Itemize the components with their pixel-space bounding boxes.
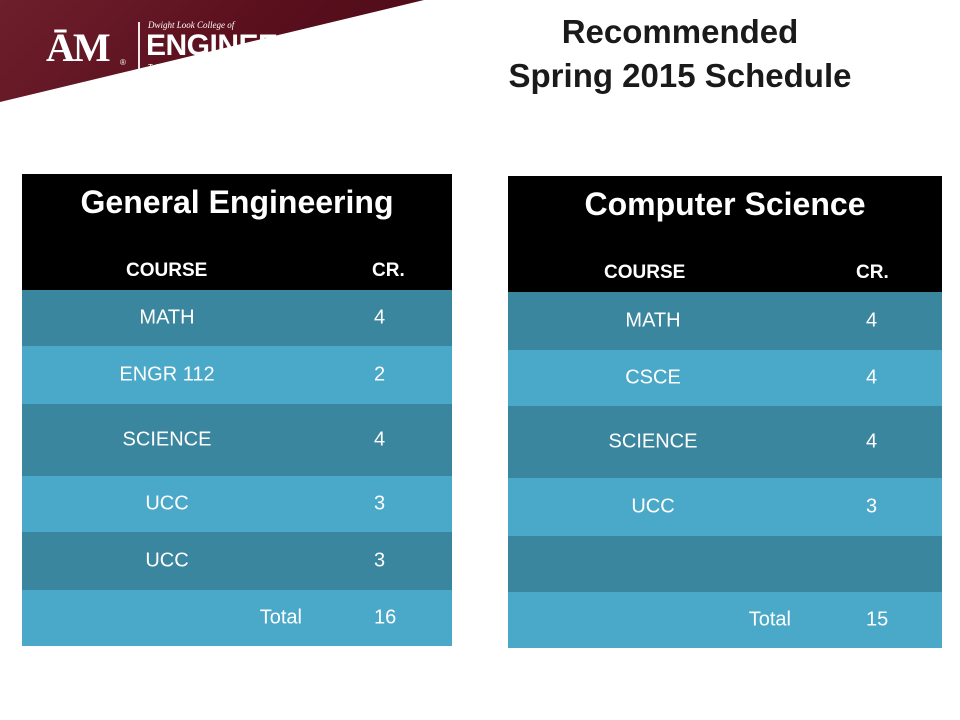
table-row: MATH 4	[22, 290, 452, 346]
table-row: SCIENCE 4	[508, 406, 942, 478]
credit-cell: 3	[374, 549, 386, 572]
computer-science-table: Computer Science COURSE CR. MATH 4 CSCE …	[508, 176, 942, 648]
table-row: UCC 3	[22, 532, 452, 590]
title-line-2: Spring 2015 Schedule	[508, 57, 852, 94]
course-cell: UCC	[145, 549, 189, 572]
table-row: MATH 4	[508, 292, 942, 350]
college-name: Dwight Look College of	[148, 20, 235, 30]
credit-cell: 2	[374, 363, 386, 386]
credit-cell: 3	[374, 492, 386, 515]
credit-column-header: CR.	[372, 260, 405, 281]
course-column-header: COURSE	[604, 262, 686, 283]
university-name: TEXAS A&M UNIVERSITY	[148, 63, 308, 72]
atm-logo-mark: ĀM	[46, 25, 111, 70]
slide-title: Recommended Spring 2015 Schedule	[440, 10, 920, 98]
table-row: ENGR 112 2	[22, 346, 452, 404]
table-title: General Engineering	[80, 184, 394, 220]
logo-divider	[138, 22, 140, 72]
credit-column-header: CR.	[856, 262, 889, 283]
course-cell: CSCE	[625, 366, 681, 389]
total-row: Total 15	[508, 592, 942, 648]
table-row	[508, 536, 942, 592]
table-row: CSCE 4	[508, 350, 942, 406]
course-cell: MATH	[625, 309, 681, 332]
credit-cell: 4	[866, 430, 878, 453]
credit-cell: 4	[374, 306, 386, 329]
credit-cell: 4	[374, 428, 386, 451]
total-row: Total 16	[22, 590, 452, 646]
table-header: General Engineering COURSE CR.	[22, 174, 452, 290]
table-title: Computer Science	[584, 186, 866, 222]
total-label: Total	[748, 608, 791, 631]
table-row: SCIENCE 4	[22, 404, 452, 476]
engineering-wordmark: ENGINEERING	[146, 29, 351, 62]
total-value: 16	[374, 606, 397, 629]
course-cell: SCIENCE	[608, 430, 698, 453]
general-engineering-table: General Engineering COURSE CR. MATH 4 EN…	[22, 174, 452, 646]
course-cell: UCC	[145, 492, 189, 515]
course-cell: ENGR 112	[119, 363, 215, 386]
table-row: UCC 3	[508, 478, 942, 536]
credit-cell: 4	[866, 366, 878, 389]
credit-cell: 3	[866, 495, 878, 518]
course-column-header: COURSE	[126, 260, 208, 281]
total-value: 15	[866, 608, 889, 631]
registered-mark: ®	[120, 58, 126, 67]
title-line-1: Recommended	[561, 13, 799, 50]
course-cell: MATH	[139, 306, 195, 329]
course-cell: UCC	[631, 495, 675, 518]
table-row: UCC 3	[22, 476, 452, 532]
total-label: Total	[259, 606, 302, 629]
table-header: Computer Science COURSE CR.	[508, 176, 942, 292]
credit-cell: 4	[866, 309, 878, 332]
course-cell: SCIENCE	[122, 428, 212, 451]
